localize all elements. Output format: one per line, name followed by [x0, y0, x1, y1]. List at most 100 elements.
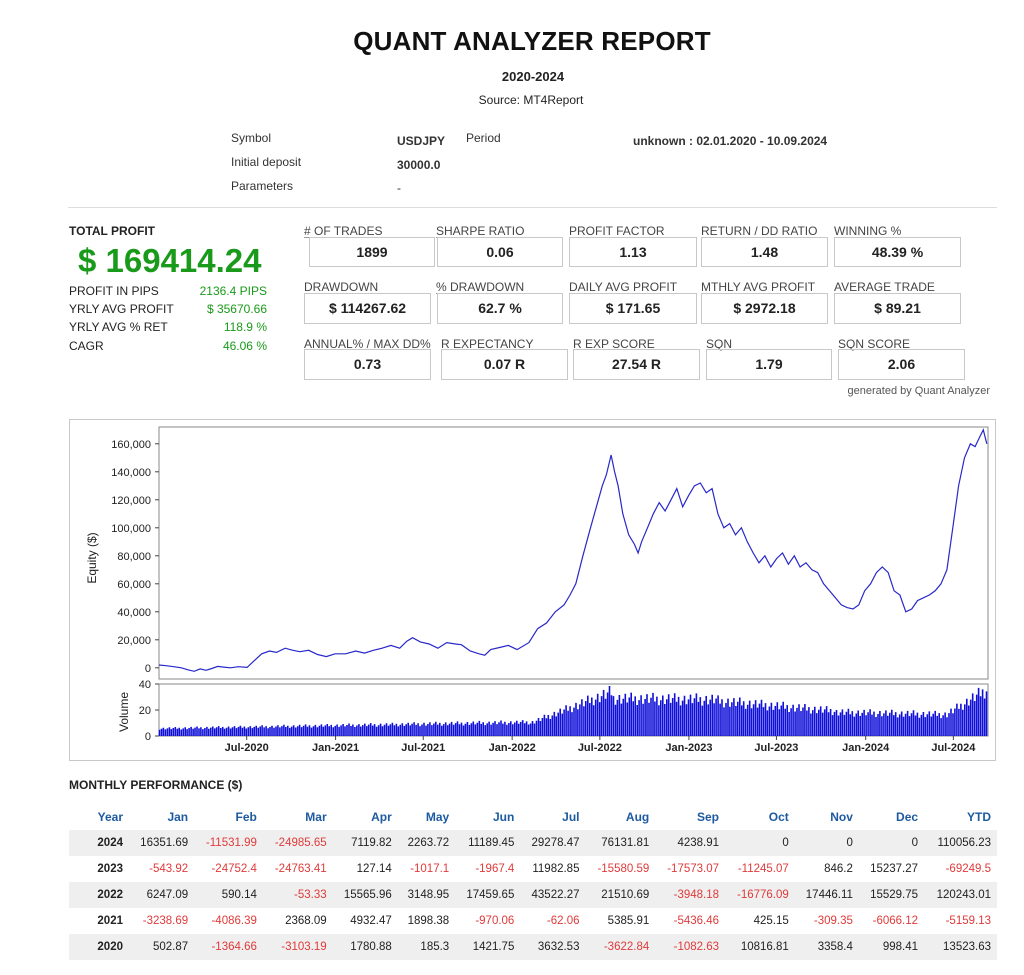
period-label: Period [466, 131, 501, 145]
y-tick-label: 40,000 [117, 607, 151, 619]
metric-label-trades: # OF TRADES [304, 224, 383, 238]
parameters-value: - [397, 181, 401, 195]
value-cell: -5159.13 [945, 915, 991, 927]
yrly-avg-profit-value: $ 35670.66 [206, 302, 267, 316]
cagr-row: CAGR 46.06 % [69, 339, 267, 353]
value-cell: 13523.63 [924, 934, 997, 960]
metric-box-r-expectancy: 0.07 R [441, 349, 568, 380]
x-tick-label: Jan-2022 [489, 742, 536, 754]
value-cell: 502.87 [129, 934, 195, 960]
value-cell: -1364.66 [194, 934, 263, 960]
metric-box-daily-avg: $ 171.65 [569, 293, 697, 324]
table-row: 2023 -543.92 -24752.4 -24763.41 127.14 -1017.… [69, 856, 997, 882]
value-cell: 2263.72 [397, 830, 456, 856]
x-tick-label: Jan-2021 [312, 742, 359, 754]
value-cell: 21510.69 [585, 882, 656, 908]
metric-label-sqn-score: SQN SCORE [838, 337, 911, 351]
symbol-value: USDJPY [397, 134, 446, 148]
column-header-dec: Dec [896, 810, 919, 824]
x-tick-label: Jan-2023 [665, 742, 712, 754]
column-header-nov: Nov [830, 810, 853, 824]
metric-box-winning: 48.39 % [834, 237, 961, 267]
metric-box-pct-drawdown: 62.7 % [437, 293, 563, 324]
x-tick-label: Jul-2022 [578, 742, 622, 754]
value-cell: -53.33 [262, 882, 333, 908]
column-header-jun: Jun [493, 810, 515, 824]
metric-label-mthly-avg: MTHLY AVG PROFIT [701, 280, 816, 294]
column-header-mar: Mar [305, 810, 327, 824]
value-cell: 43522.27 [520, 882, 586, 908]
volume-axis-label: Volume [117, 692, 131, 732]
value-cell: -24763.41 [274, 863, 327, 875]
volume-bars [158, 686, 988, 736]
value-cell: 110056.23 [924, 830, 997, 856]
value-cell: 11189.45 [455, 830, 521, 856]
value-cell: -543.92 [149, 863, 189, 875]
value-cell: 185.3 [397, 934, 456, 960]
metric-label-return-dd: RETURN / DD RATIO [701, 224, 818, 238]
value-cell: 10816.81 [725, 934, 795, 960]
metric-box-sqn: 1.79 [706, 349, 832, 380]
x-tick-label: Jul-2021 [401, 742, 445, 754]
yrly-avg-profit-row: YRLY AVG PROFIT $ 35670.66 [69, 302, 267, 316]
y-axis-label: Equity ($) [85, 532, 99, 583]
metric-box-sqn-score: 2.06 [838, 349, 965, 380]
value-cell: 17459.65 [455, 882, 521, 908]
equity-plot-border [158, 426, 989, 680]
monthly-performance-table: Year Jan Feb Mar Apr May Jun Jul Aug Sep Oct Nov Dec… [69, 804, 997, 960]
x-tick-label: Jul-2024 [931, 742, 976, 754]
value-cell: -15580.59 [597, 863, 650, 875]
metric-box-avg-trade: $ 89.21 [834, 293, 961, 324]
metric-label-drawdown: DRAWDOWN [304, 280, 379, 294]
total-profit-value: $ 169414.24 [78, 242, 262, 279]
column-header-apr: Apr [371, 810, 392, 824]
table-row: 2021 -3238.69 -4086.39 2368.09 4932.47 1898.3… [69, 908, 997, 934]
value-cell: -24752.4 [211, 863, 257, 875]
column-header-oct: Oct [768, 810, 789, 824]
value-cell: 425.15 [753, 915, 789, 927]
deposit-label: Initial deposit [231, 155, 302, 169]
metric-label-winning: WINNING % [834, 224, 902, 238]
value-cell: 15565.96 [332, 882, 398, 908]
value-cell: 1898.38 [407, 915, 450, 927]
x-tick-label: Jan-2024 [842, 742, 890, 754]
equity-line [158, 428, 988, 672]
table-row: 2020 502.87 -1364.66 -3103.19 1780.88 185.3 14… [69, 934, 997, 960]
value-cell: -1017.1 [410, 863, 450, 875]
value-cell: -16776.09 [725, 882, 795, 908]
report-period: 2020-2024 [501, 69, 565, 84]
metric-label-avg-trade: AVERAGE TRADE [834, 280, 935, 294]
year-cell: 2020 [69, 934, 129, 960]
metric-box-annual-maxdd: 0.73 [304, 349, 431, 380]
value-cell: 5385.91 [607, 915, 650, 927]
y-tick-label: 100,000 [111, 523, 151, 535]
table-body: 2024 16351.69 -11531.99 -24985.65 7119.82 226… [69, 830, 997, 960]
metric-label-daily-avg: DAILY AVG PROFIT [569, 280, 678, 294]
column-header-jul: Jul [562, 810, 580, 824]
column-header-feb: Feb [235, 810, 257, 824]
chart-frame [69, 419, 996, 761]
metric-box-r-exp-score: 27.54 R [573, 349, 700, 380]
metric-label-annual-maxdd: ANNUAL% / MAX DD% [304, 337, 431, 351]
value-cell: 998.41 [858, 934, 925, 960]
metric-box-return-dd: 1.48 [701, 237, 828, 267]
metric-box-profit-factor: 1.13 [569, 237, 697, 267]
metric-box-sharpe: 0.06 [437, 237, 563, 267]
value-cell: 15237.27 [870, 863, 919, 875]
period-value: unknown : 02.01.2020 - 10.09.2024 [633, 134, 828, 148]
monthly-performance-title: MONTHLY PERFORMANCE ($) [69, 778, 243, 792]
value-cell: 4238.91 [655, 830, 726, 856]
yrly-avg-ret-row: YRLY AVG % RET 118.9 % [69, 320, 267, 334]
value-cell: 16351.69 [129, 830, 195, 856]
metric-label-r-exp-score: R EXP SCORE [573, 337, 655, 351]
value-cell: 76131.81 [585, 830, 656, 856]
value-cell: 3632.53 [520, 934, 586, 960]
y-tick-label: 60,000 [117, 579, 151, 591]
value-cell: 3148.95 [397, 882, 456, 908]
y-tick-label: 140,000 [111, 467, 151, 479]
parameters-label: Parameters [231, 179, 294, 193]
metric-label-sharpe: SHARPE RATIO [436, 224, 525, 238]
cagr-label: CAGR [69, 339, 104, 353]
year-cell: 2021 [97, 915, 123, 927]
metric-label-pct-drawdown: % DRAWDOWN [436, 280, 525, 294]
